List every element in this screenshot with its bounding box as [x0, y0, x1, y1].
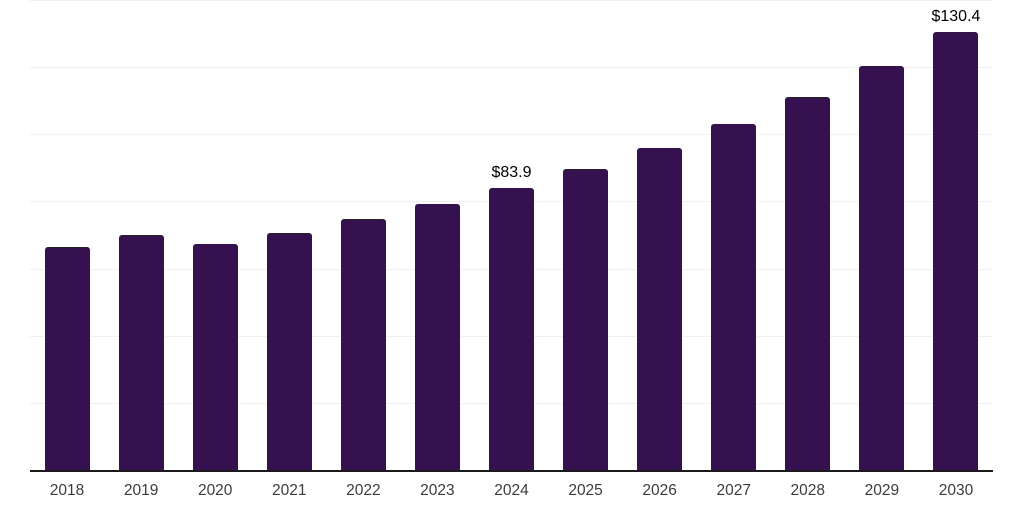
x-tick-label-2028: 2028: [790, 482, 826, 499]
x-tick-label-2029: 2029: [864, 482, 900, 499]
bar-2029: [859, 65, 905, 470]
bar-2025: [563, 169, 609, 470]
data-label-2024: $83.9: [491, 164, 532, 182]
x-axis-line: [30, 470, 993, 472]
bar-2023: [414, 204, 460, 470]
data-label-2030: $130.4: [931, 8, 981, 26]
bar-2024: [489, 188, 534, 470]
gridline-140: [30, 0, 993, 1]
x-tick-label-2021: 2021: [272, 482, 307, 499]
bar-2022: [340, 218, 386, 470]
bar-2021: [266, 233, 312, 470]
x-tick-label-2023: 2023: [420, 482, 455, 499]
bar-2030: [933, 32, 979, 470]
x-tick-label-2026: 2026: [642, 482, 677, 499]
plot-area: $83.9 $130.4: [30, 0, 993, 472]
x-tick-label-2019: 2019: [123, 482, 159, 499]
bar-2020: [192, 244, 238, 470]
x-tick-label-2020: 2020: [197, 482, 233, 499]
x-tick-label-2024: 2024: [494, 482, 529, 499]
bar-2028: [785, 97, 831, 470]
x-tick-label-2027: 2027: [716, 482, 751, 499]
x-tick-label-2022: 2022: [346, 482, 381, 499]
x-tick-label-2025: 2025: [568, 482, 603, 499]
gridline-120: [30, 67, 993, 69]
bar-2019: [118, 234, 164, 470]
bar-2027: [711, 124, 757, 470]
bar-2026: [637, 148, 683, 470]
x-tick-label-2030: 2030: [938, 482, 974, 499]
bar-2018: [44, 247, 90, 470]
x-axis-tick-labels: 2018 2019 2020 2021 2022 2023 2024 2025 2026 2027…: [30, 482, 993, 506]
gridline-100: [30, 134, 993, 136]
x-tick-label-2018: 2018: [49, 482, 85, 499]
